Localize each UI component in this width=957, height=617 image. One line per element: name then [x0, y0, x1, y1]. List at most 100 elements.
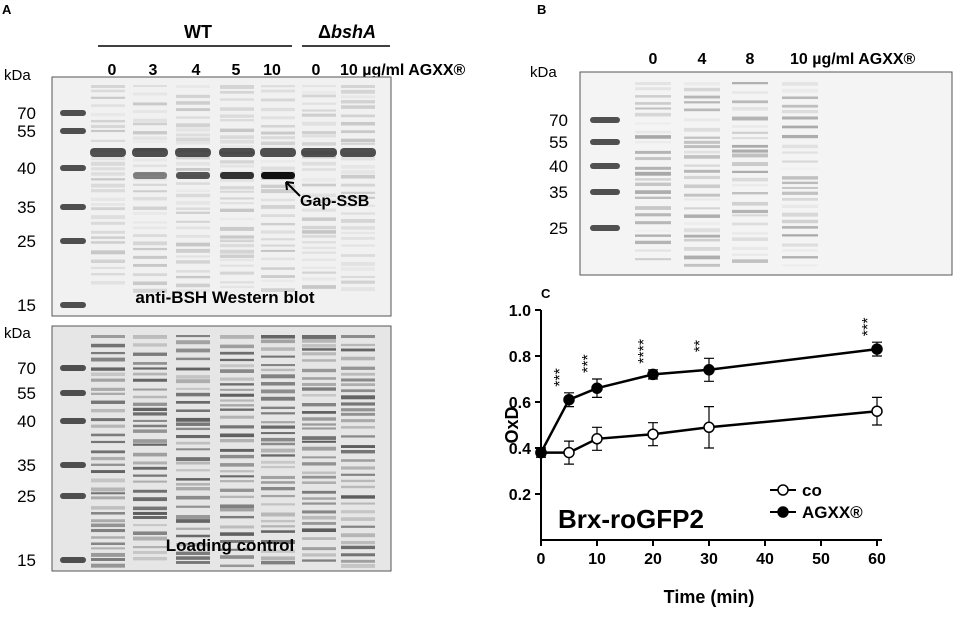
y-tick-label: 0.6: [509, 395, 531, 412]
gel-band: [302, 502, 336, 505]
gel-band: [220, 226, 254, 231]
gel-band: [782, 234, 818, 237]
gel-band: [341, 343, 375, 347]
gel-band: [91, 367, 125, 371]
gel-band: [341, 372, 375, 376]
gel-band: [133, 429, 167, 433]
ladder-band: [590, 225, 620, 231]
gel-band: [684, 145, 720, 149]
y-axis-label: OxD: [502, 406, 522, 443]
gel-band: [220, 160, 254, 164]
gel-band: [732, 222, 768, 226]
gel-band: [261, 166, 295, 171]
gel-band: [302, 515, 336, 520]
gel-band: [684, 234, 720, 238]
group-label: WT: [184, 22, 212, 42]
gel-band: [782, 198, 818, 201]
gel-band: [91, 496, 125, 500]
gel-band: [635, 102, 671, 105]
gel-band: [91, 506, 125, 510]
gel-band: [176, 495, 210, 500]
gel-band: [133, 461, 167, 465]
gel-band: [176, 226, 210, 230]
gel-band: [133, 407, 167, 412]
gel-band: [782, 82, 818, 86]
gel-band: [302, 241, 336, 244]
gel-band: [302, 382, 336, 386]
gel-band: [261, 249, 295, 252]
gel-band: [341, 563, 375, 568]
gel-band: [341, 525, 375, 528]
gel-band: [91, 343, 125, 348]
gel-band: [261, 257, 295, 261]
gel-band: [220, 377, 254, 381]
gel-band: [176, 161, 210, 166]
gel-band: [133, 452, 167, 457]
gel-band: [91, 259, 125, 264]
gel-band: [261, 141, 295, 146]
gel-band: [176, 207, 210, 210]
gel-band: [302, 423, 336, 426]
gel-band: [782, 204, 818, 208]
gel-band: [260, 148, 296, 157]
data-point: [703, 421, 715, 434]
gel-band: [91, 523, 125, 528]
gel-band: [302, 178, 336, 182]
gel-band: [220, 218, 254, 220]
gel-band: [176, 556, 210, 560]
gel-band: [302, 427, 336, 430]
gel-band: [261, 396, 295, 401]
gel-band: [133, 122, 167, 126]
gel-band: [261, 540, 295, 545]
gel-band: [176, 269, 210, 273]
gel-band: [732, 153, 768, 158]
gel-band: [732, 192, 768, 195]
gel-band: [133, 550, 167, 554]
gel-band: [782, 212, 818, 217]
gel-band: [220, 369, 254, 373]
gel-band: [341, 473, 375, 476]
gel-band: [176, 379, 210, 384]
gel-band: [302, 471, 336, 475]
gel-band: [91, 487, 125, 492]
gel-band: [91, 215, 125, 220]
gel-band: [91, 96, 125, 99]
gel-band: [261, 412, 295, 415]
gel-band: [732, 253, 768, 256]
gel-band: [302, 142, 336, 146]
gel-band: [732, 214, 768, 217]
gel-band: [176, 461, 210, 465]
gel-band: [91, 272, 125, 276]
gel-band: [635, 87, 671, 91]
gel-band: [133, 335, 167, 339]
ladder-band: [60, 110, 86, 116]
gel-band: [133, 497, 167, 502]
gel-band: [91, 492, 125, 495]
ladder-band: [60, 204, 86, 210]
gel-band: [302, 359, 336, 362]
gel-band: [91, 202, 125, 206]
gel-band: [176, 348, 210, 353]
gel-band: [261, 486, 295, 491]
gel-band: [732, 91, 768, 94]
gel-band: [91, 156, 125, 161]
gel-band: [91, 440, 125, 444]
gel-band: [133, 412, 167, 416]
gel-band: [684, 246, 720, 251]
gel-band: [684, 207, 720, 210]
gel-band: [133, 226, 167, 230]
gel-band: [732, 170, 768, 174]
gel-band: [261, 189, 295, 194]
gel-band: [635, 234, 671, 237]
gel-band: [302, 387, 336, 391]
gel-band: [133, 85, 167, 88]
gel-band: [220, 488, 254, 492]
gel-band: [91, 378, 125, 382]
gel-band: [684, 87, 720, 92]
panel-label: B: [537, 2, 546, 17]
gel-band: [684, 193, 720, 197]
x-tick-label: 30: [700, 551, 718, 568]
gel-band: [684, 214, 720, 218]
gel-band: [302, 135, 336, 138]
gel-band: [176, 392, 210, 397]
